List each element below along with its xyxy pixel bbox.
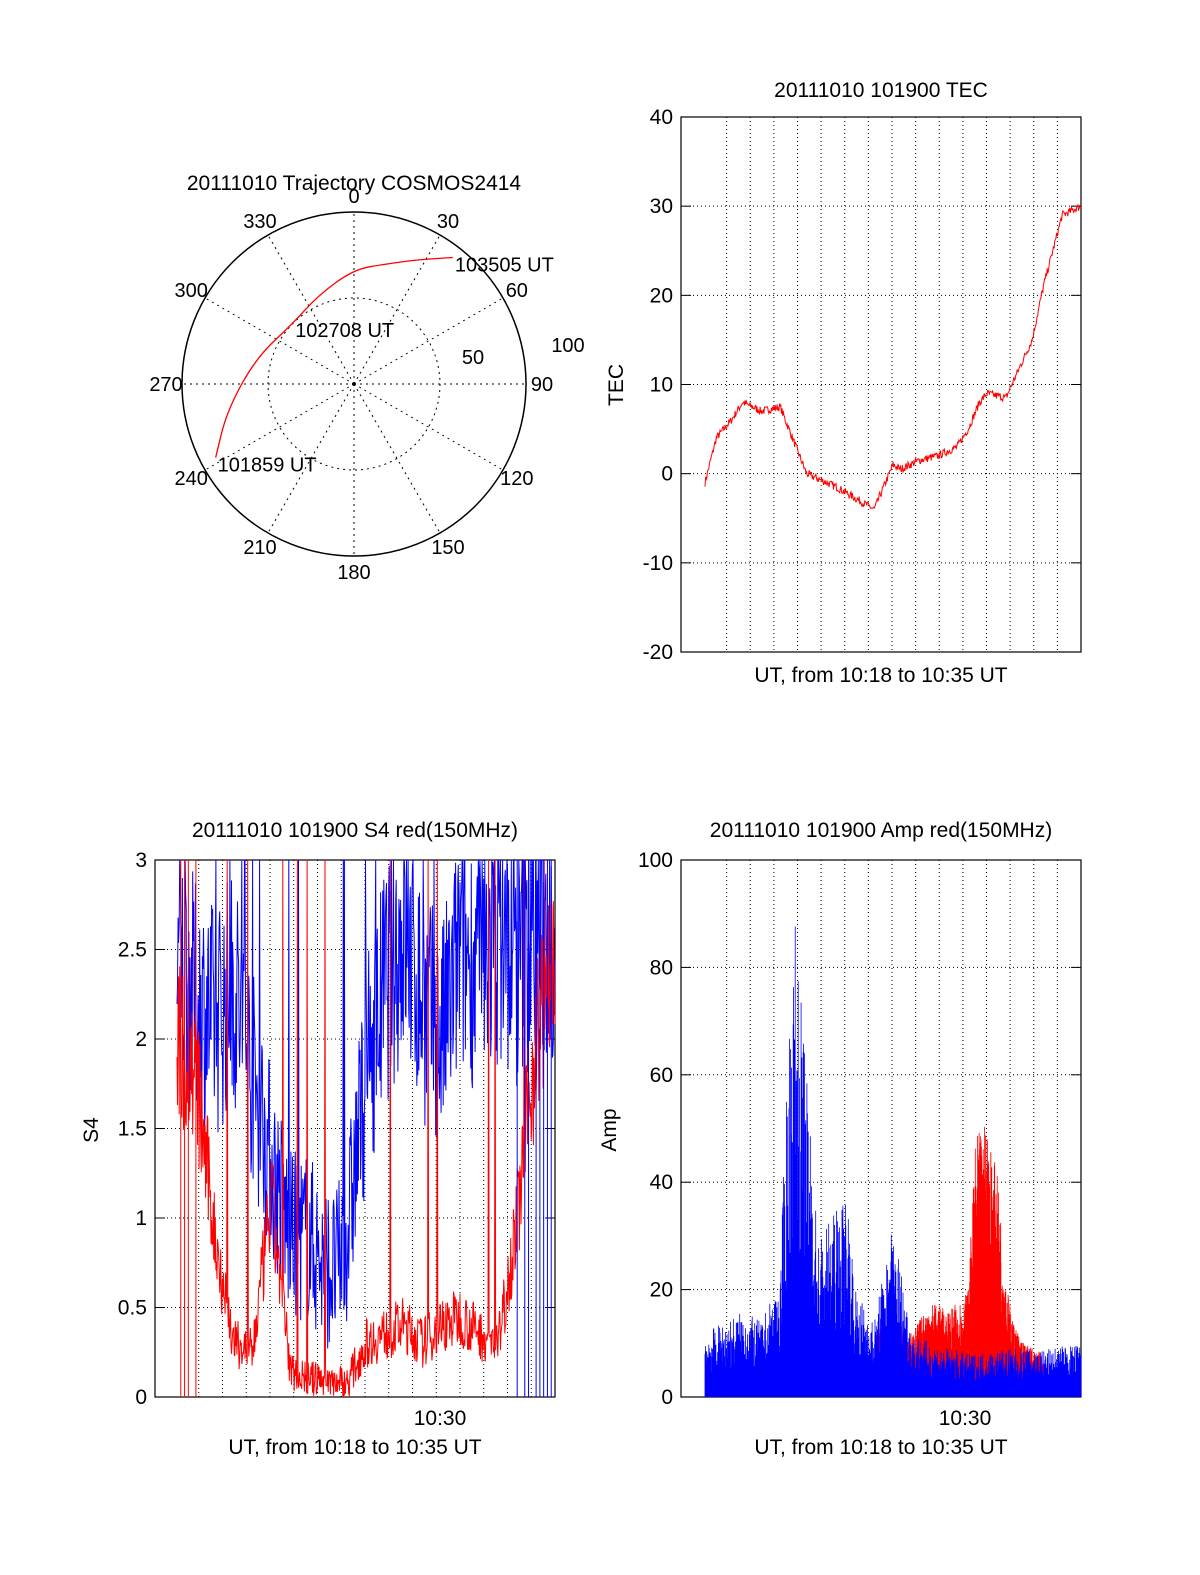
trajectory-line xyxy=(215,256,453,458)
ytick-label: 2.5 xyxy=(118,939,147,962)
polar-spoke xyxy=(353,297,504,385)
amp-series-blue xyxy=(704,926,1082,1397)
amp-xtick-label: 10:30 xyxy=(939,1407,992,1430)
polar-angle-label: 120 xyxy=(500,468,533,490)
tec-title: 20111010 101900 TEC xyxy=(774,79,988,102)
polar-radius-labels: 50 100 xyxy=(462,335,585,369)
tec-ylabel: TEC xyxy=(605,364,628,406)
ytick-label: 100 xyxy=(638,849,673,872)
polar-angle-label: 330 xyxy=(243,211,276,233)
polar-angle-label: 150 xyxy=(431,537,464,559)
trajectory-time-label: 101859 UT xyxy=(218,455,317,477)
ytick-label: 3 xyxy=(135,849,147,872)
ytick-label: -20 xyxy=(643,641,673,664)
ytick-label: 30 xyxy=(650,195,673,218)
polar-spoke xyxy=(267,383,355,534)
ytick-label: 0.5 xyxy=(118,1297,147,1320)
trajectory-time-label: 102708 UT xyxy=(295,320,394,342)
polar-spoke xyxy=(353,234,441,385)
ytick-label: 0 xyxy=(135,1386,147,1409)
polar-spoke xyxy=(204,297,355,385)
trajectory-time-labels: 101859 UT 102708 UT 103505 UT xyxy=(218,254,554,476)
polar-title: 20111010 Trajectory COSMOS2414 xyxy=(187,172,522,195)
trajectory-polar-chart: 20111010 Trajectory COSMOS2414 0 30 60 90 12… xyxy=(149,172,585,584)
s4-series-red xyxy=(176,859,556,1398)
polar-angle-label: 90 xyxy=(531,374,553,396)
ytick-label: 0 xyxy=(661,463,673,486)
polar-angle-label: 60 xyxy=(506,280,528,302)
amp-plot-area: 100 80 60 40 20 0 xyxy=(638,849,1082,1409)
polar-angle-label: 30 xyxy=(437,211,459,233)
trajectory-time-label: 103505 UT xyxy=(455,254,554,276)
polar-spoke xyxy=(353,383,504,471)
s4-ylabel: S4 xyxy=(80,1117,103,1143)
ytick-label: 60 xyxy=(650,1064,673,1087)
tec-xlabel: UT, from 10:18 to 10:35 UT xyxy=(754,664,1007,687)
polar-angle-label: 0 xyxy=(348,186,359,208)
ytick-label: 40 xyxy=(650,1171,673,1194)
polar-angle-label: 270 xyxy=(149,374,182,396)
ytick-label: -10 xyxy=(643,552,673,575)
polar-angle-label: 300 xyxy=(174,280,207,302)
polar-radius-label: 50 xyxy=(462,347,484,369)
s4-chart: 20111010 101900 S4 red(150MHz) S4 10:30 … xyxy=(80,819,556,1459)
amp-ylabel: Amp xyxy=(600,1108,621,1151)
plot-frame xyxy=(154,859,556,1398)
ytick-label: 10 xyxy=(650,374,673,397)
polar-angle-labels: 0 30 60 90 120 150 180 210 240 270 300 330 xyxy=(149,186,553,584)
ytick-label: 1 xyxy=(135,1207,147,1230)
polar-radius-label: 100 xyxy=(551,335,584,357)
polar-spoke xyxy=(267,234,355,385)
polar-grid xyxy=(181,211,527,557)
ytick-label: 20 xyxy=(650,284,673,307)
s4-title: 20111010 101900 S4 red(150MHz) xyxy=(192,819,518,842)
ytick-label: 40 xyxy=(650,106,673,129)
polar-angle-label: 240 xyxy=(174,468,207,490)
polar-spoke xyxy=(353,383,441,534)
s4-xtick-label: 10:30 xyxy=(414,1407,467,1430)
ytick-label: 1.5 xyxy=(118,1118,147,1141)
amp-chart: 20111010 101900 Amp red(150MHz) Amp 10:3… xyxy=(600,819,1082,1459)
s4-xlabel: UT, from 10:18 to 10:35 UT xyxy=(228,1436,481,1459)
ytick-label: 0 xyxy=(661,1386,673,1409)
tec-series-line xyxy=(704,203,1082,509)
amp-title: 20111010 101900 Amp red(150MHz) xyxy=(710,819,1052,842)
amp-xlabel: UT, from 10:18 to 10:35 UT xyxy=(754,1436,1007,1459)
tec-plot-area: 40 30 20 10 0 -10 -20 xyxy=(643,106,1082,664)
polar-outer-ring xyxy=(181,211,527,557)
ytick-label: 80 xyxy=(650,956,673,979)
ytick-label: 20 xyxy=(650,1279,673,1302)
polar-angle-label: 180 xyxy=(337,562,370,584)
polar-angle-label: 210 xyxy=(243,537,276,559)
polar-spoke xyxy=(204,383,355,471)
tec-chart: 20111010 101900 TEC TEC UT, from 10:18 t… xyxy=(605,79,1082,687)
s4-series-blue xyxy=(176,858,556,1349)
ytick-label: 2 xyxy=(135,1028,147,1051)
s4-plot-area: 3 2.5 2 1.5 1 0.5 0 xyxy=(118,849,556,1409)
plot-frame xyxy=(680,116,1082,653)
